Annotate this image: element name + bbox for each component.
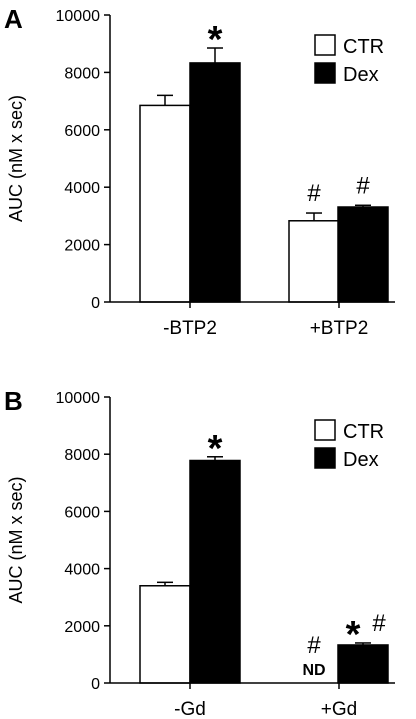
significance-hash: # <box>372 610 386 637</box>
legend-label: Dex <box>343 449 379 471</box>
legend-swatch <box>314 447 336 469</box>
y-axis-label: AUC (nM x sec) <box>6 95 26 222</box>
y-tick-label: 2000 <box>64 619 100 636</box>
legend-label: CTR <box>343 421 384 443</box>
panel-label: A <box>4 4 23 34</box>
significance-hash: # <box>307 180 321 207</box>
y-tick-label: 8000 <box>64 447 100 464</box>
significance-star: * <box>208 428 223 470</box>
y-tick-label: 10000 <box>56 8 101 25</box>
significance-hash: # <box>356 172 370 199</box>
panel-label: B <box>4 386 23 416</box>
legend-label: CTR <box>343 36 384 58</box>
y-tick-label: 8000 <box>64 65 100 82</box>
x-tick-label: +BTP2 <box>310 318 369 339</box>
y-tick-label: 0 <box>91 676 100 693</box>
y-tick-label: 2000 <box>64 238 100 255</box>
y-axis-label: AUC (nM x sec) <box>6 476 26 603</box>
bar <box>288 220 340 303</box>
bar <box>139 585 191 684</box>
bar <box>189 459 241 684</box>
chart-panel-a: A AUC (nM x sec) # * #0 2000 4000 6000 8000 10000… <box>4 4 395 339</box>
y-tick-label: 6000 <box>64 504 100 521</box>
bar <box>337 206 389 303</box>
y-tick-label: 4000 <box>64 562 100 579</box>
y-tick-label: 4000 <box>64 180 100 197</box>
legend-swatch <box>314 419 336 441</box>
legend-swatch <box>314 34 336 56</box>
significance-hash: # <box>307 632 321 659</box>
legend-label: Dex <box>343 64 379 86</box>
significance-star: * <box>208 19 223 61</box>
y-tick-label: 6000 <box>64 123 100 140</box>
x-tick-label: -BTP2 <box>163 318 217 339</box>
chart-panel-b: B AUC (nM x sec) ND # * * #0 2000 4000 6000 8000 10… <box>4 386 395 719</box>
data-label: ND <box>302 662 325 679</box>
significance-star: * <box>346 614 361 656</box>
x-tick-label: +Gd <box>321 699 357 719</box>
bar <box>139 104 191 303</box>
y-tick-label: 0 <box>91 295 100 312</box>
y-tick-label: 10000 <box>56 390 101 407</box>
x-tick-label: -Gd <box>174 699 206 719</box>
legend-swatch <box>314 62 336 84</box>
bar <box>189 62 241 303</box>
